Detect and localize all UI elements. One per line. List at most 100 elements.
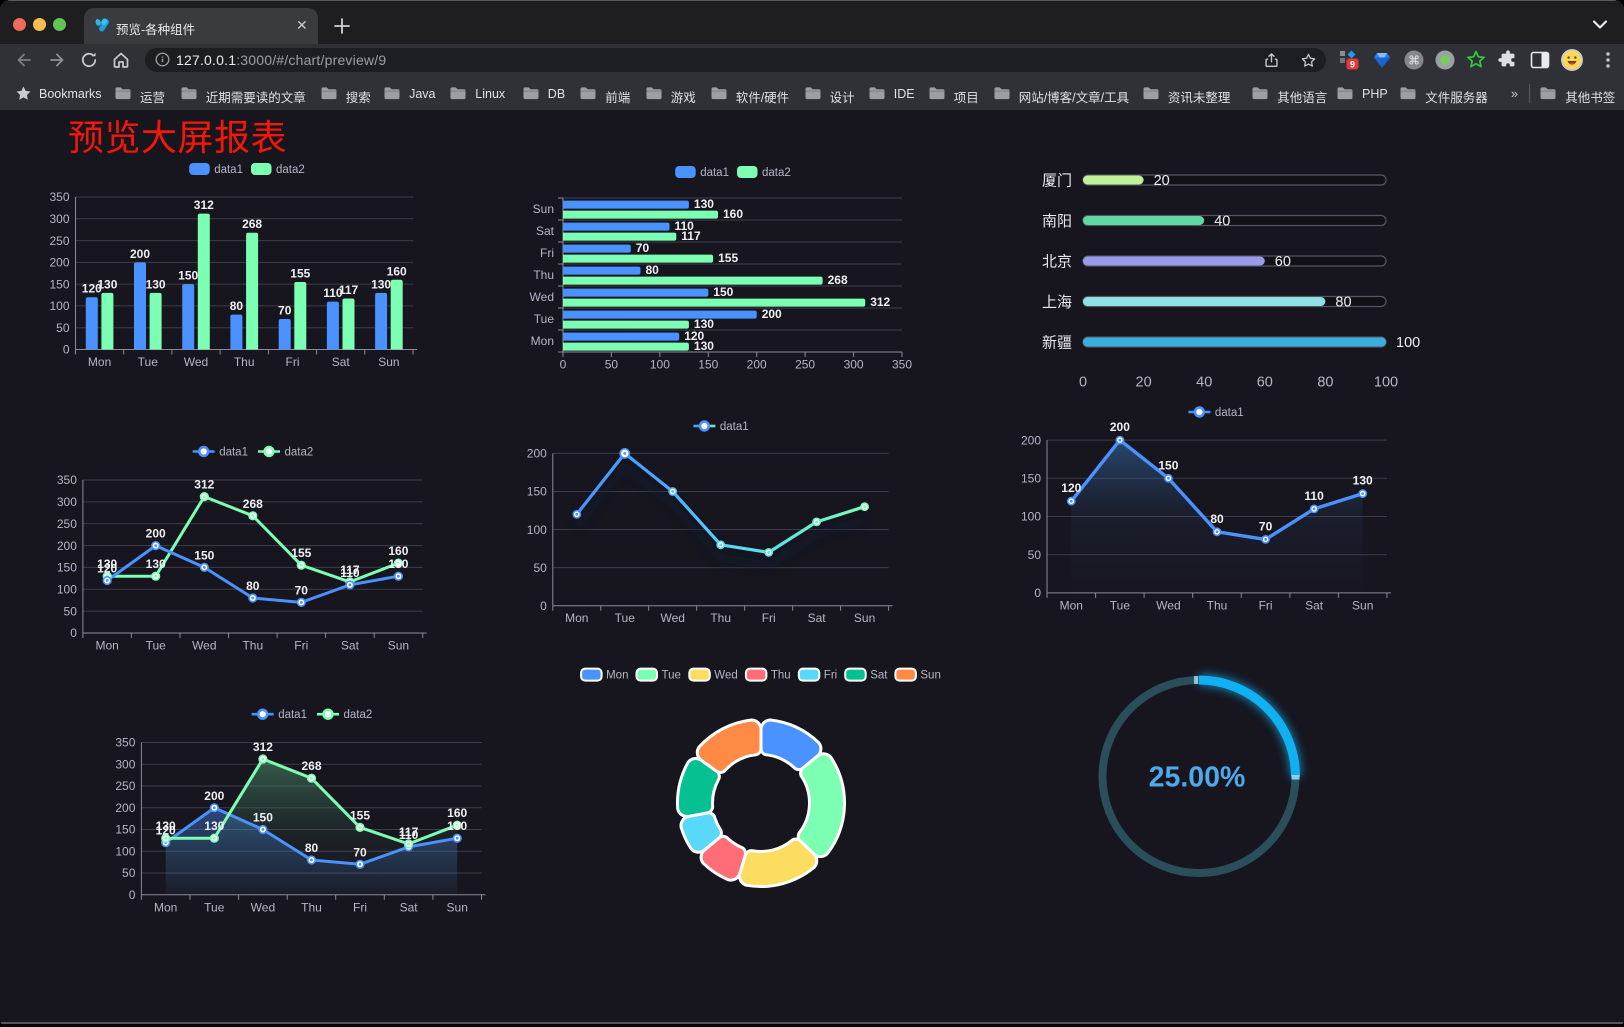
svg-text:Fri: Fri xyxy=(1259,598,1273,612)
svg-text:80: 80 xyxy=(646,263,660,277)
svg-text:50: 50 xyxy=(1028,548,1042,562)
svg-text:200: 200 xyxy=(747,358,767,372)
svg-text:80: 80 xyxy=(305,841,319,855)
svg-text:data2: data2 xyxy=(276,164,305,176)
svg-text:0: 0 xyxy=(1079,375,1087,391)
svg-text:Wed: Wed xyxy=(192,639,216,653)
svg-text:厦门: 厦门 xyxy=(1042,173,1072,190)
svg-text:70: 70 xyxy=(1259,519,1273,533)
svg-text:Thu: Thu xyxy=(771,670,791,682)
svg-text:200: 200 xyxy=(49,256,69,270)
svg-text:Thu: Thu xyxy=(533,268,554,282)
svg-text:155: 155 xyxy=(290,267,310,281)
svg-text:40: 40 xyxy=(1196,375,1212,391)
svg-text:250: 250 xyxy=(795,358,815,372)
svg-text:70: 70 xyxy=(278,304,292,318)
svg-text:60: 60 xyxy=(1257,375,1273,391)
svg-text:Thu: Thu xyxy=(242,639,263,653)
svg-text:150: 150 xyxy=(1021,472,1041,486)
svg-text:Sat: Sat xyxy=(400,900,419,914)
svg-text:160: 160 xyxy=(387,264,407,278)
svg-text:100: 100 xyxy=(115,845,135,859)
svg-text:Sat: Sat xyxy=(341,639,360,653)
svg-text:data1: data1 xyxy=(214,164,243,176)
svg-text:Wed: Wed xyxy=(714,670,737,682)
svg-text:data2: data2 xyxy=(285,447,314,459)
svg-text:100: 100 xyxy=(1021,510,1041,524)
svg-text:50: 50 xyxy=(533,561,547,575)
svg-text:110: 110 xyxy=(340,566,360,580)
svg-text:312: 312 xyxy=(870,295,890,309)
svg-text:250: 250 xyxy=(57,517,77,531)
svg-text:Fri: Fri xyxy=(286,355,300,369)
svg-text:200: 200 xyxy=(146,527,166,541)
svg-text:300: 300 xyxy=(49,212,69,226)
svg-text:50: 50 xyxy=(56,321,70,335)
svg-text:350: 350 xyxy=(49,190,69,204)
svg-text:110: 110 xyxy=(1304,489,1324,503)
svg-text:Sun: Sun xyxy=(388,639,409,653)
svg-text:Tue: Tue xyxy=(615,611,636,625)
svg-text:117: 117 xyxy=(339,283,359,297)
svg-text:150: 150 xyxy=(713,285,733,299)
svg-text:100: 100 xyxy=(527,523,547,537)
svg-text:Thu: Thu xyxy=(234,355,255,369)
svg-text:130: 130 xyxy=(97,277,117,291)
svg-text:⌘: ⌘ xyxy=(1408,53,1420,67)
svg-text:上海: 上海 xyxy=(1042,294,1072,311)
svg-text:268: 268 xyxy=(242,217,262,231)
svg-text:Sun: Sun xyxy=(533,202,554,216)
svg-text:120: 120 xyxy=(684,329,704,343)
svg-text:Tue: Tue xyxy=(146,639,167,653)
svg-text:北京: 北京 xyxy=(1042,254,1072,271)
svg-text:268: 268 xyxy=(828,273,848,287)
svg-text:data1: data1 xyxy=(278,709,307,721)
svg-text:南阳: 南阳 xyxy=(1042,213,1072,230)
svg-text:Fri: Fri xyxy=(824,670,837,682)
svg-text:117: 117 xyxy=(340,563,360,577)
svg-text:300: 300 xyxy=(844,358,864,372)
svg-text:117: 117 xyxy=(399,825,419,839)
svg-text:Fri: Fri xyxy=(762,611,776,625)
svg-text:Wed: Wed xyxy=(660,611,684,625)
svg-text:200: 200 xyxy=(204,789,224,803)
svg-text:Sun: Sun xyxy=(447,900,468,914)
svg-text:120: 120 xyxy=(97,562,117,576)
svg-text:155: 155 xyxy=(350,808,370,822)
svg-text:200: 200 xyxy=(57,539,77,553)
svg-text:Wed: Wed xyxy=(530,290,554,304)
svg-text:50: 50 xyxy=(64,604,78,618)
svg-text:20: 20 xyxy=(1136,375,1152,391)
svg-text:80: 80 xyxy=(246,579,260,593)
svg-text:0: 0 xyxy=(560,358,567,372)
svg-text:0: 0 xyxy=(70,626,77,640)
svg-text:150: 150 xyxy=(698,358,718,372)
svg-text:80: 80 xyxy=(1335,295,1351,311)
svg-text:120: 120 xyxy=(82,282,102,296)
svg-text:300: 300 xyxy=(115,758,135,772)
svg-text:Sun: Sun xyxy=(854,611,875,625)
svg-text:130: 130 xyxy=(97,557,117,571)
svg-text:70: 70 xyxy=(353,845,367,859)
svg-text:100: 100 xyxy=(650,358,670,372)
svg-text:data1: data1 xyxy=(219,447,248,459)
svg-text:Wed: Wed xyxy=(251,900,275,914)
svg-text:120: 120 xyxy=(1061,481,1081,495)
svg-text:20: 20 xyxy=(1154,173,1170,189)
svg-text:160: 160 xyxy=(723,207,743,221)
svg-text:Tue: Tue xyxy=(534,312,555,326)
svg-text:80: 80 xyxy=(1210,512,1224,526)
svg-text:350: 350 xyxy=(115,736,135,750)
svg-text:Sat: Sat xyxy=(870,670,888,682)
svg-text:150: 150 xyxy=(253,811,273,825)
svg-text:130: 130 xyxy=(146,277,166,291)
svg-text:100: 100 xyxy=(1396,335,1420,351)
svg-text:160: 160 xyxy=(388,544,408,558)
svg-text:155: 155 xyxy=(718,251,738,265)
svg-text:268: 268 xyxy=(243,497,263,511)
svg-text:130: 130 xyxy=(694,197,714,211)
svg-text:130: 130 xyxy=(156,819,176,833)
svg-text:350: 350 xyxy=(57,473,77,487)
svg-text:Fri: Fri xyxy=(294,639,308,653)
svg-text:268: 268 xyxy=(301,759,321,773)
